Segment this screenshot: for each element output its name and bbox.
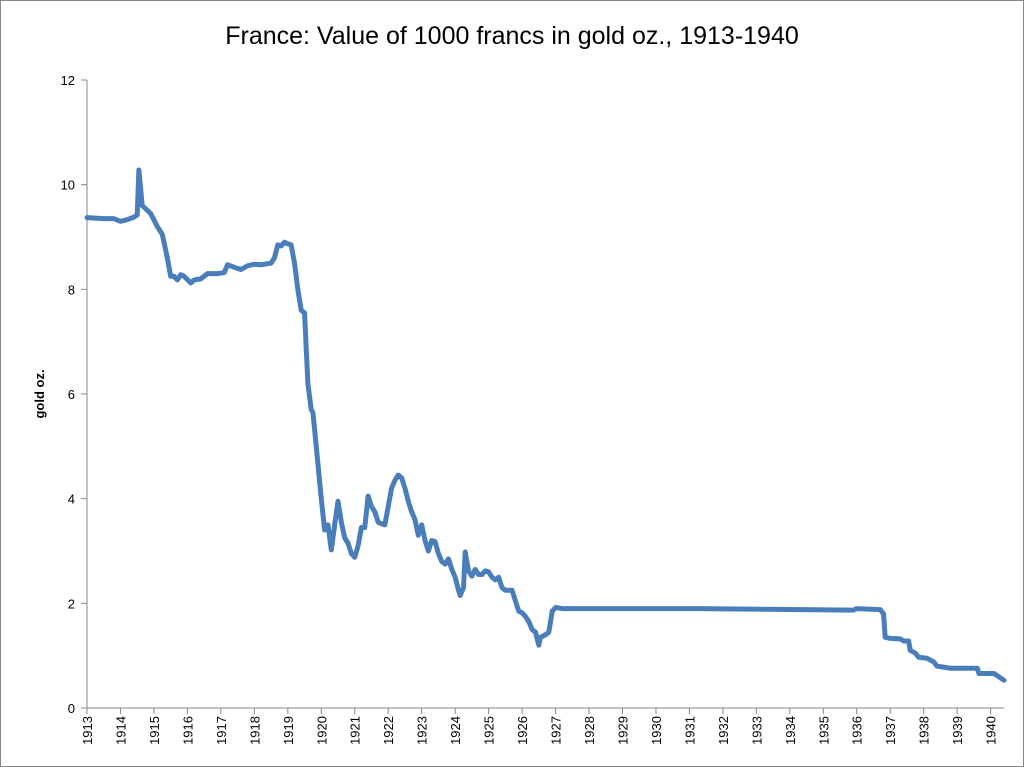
x-tick-label: 1930: [649, 716, 664, 745]
x-tick-label: 1921: [348, 716, 363, 745]
x-tick-label: 1918: [247, 716, 262, 745]
y-tick-label: 10: [61, 178, 75, 193]
x-tick-label: 1925: [482, 716, 497, 745]
y-tick-label: 2: [68, 596, 75, 611]
chart-title: France: Value of 1000 francs in gold oz.…: [225, 22, 799, 50]
data-line: [84, 167, 1007, 683]
x-tick-label: 1913: [80, 716, 95, 745]
x-tick-label: 1927: [549, 716, 564, 745]
y-tick-label: 4: [68, 492, 75, 507]
x-tick-label: 1929: [615, 716, 630, 745]
x-tick-label: 1923: [415, 716, 430, 745]
x-tick-label: 1924: [448, 716, 463, 745]
y-axis-label: gold oz.: [32, 369, 47, 418]
x-tick-label: 1937: [883, 716, 898, 745]
x-tick-label: 1939: [950, 716, 965, 745]
y-tick-label: 12: [61, 73, 75, 88]
x-tick-label: 1914: [113, 716, 128, 745]
x-tick-label: 1932: [716, 716, 731, 745]
y-tick-label: 0: [68, 701, 75, 716]
y-tick-label: 8: [68, 282, 75, 297]
x-tick-label: 1920: [314, 716, 329, 745]
x-tick-label: 1935: [816, 716, 831, 745]
x-tick-label: 1934: [783, 716, 798, 745]
x-tick-label: 1917: [214, 716, 229, 745]
x-tick-label: 1936: [850, 716, 865, 745]
x-tick-label: 1928: [582, 716, 597, 745]
y-tick-label: 6: [68, 387, 75, 402]
x-tick-label: 1919: [281, 716, 296, 745]
x-tick-label: 1940: [984, 716, 999, 745]
x-tick-label: 1922: [381, 716, 396, 745]
x-tick-label: 1915: [147, 716, 162, 745]
x-tick-label: 1938: [917, 716, 932, 745]
x-tick-label: 1933: [749, 716, 764, 745]
x-tick-label: 1931: [682, 716, 697, 745]
x-tick-label: 1926: [515, 716, 530, 745]
x-tick-label: 1916: [180, 716, 195, 745]
